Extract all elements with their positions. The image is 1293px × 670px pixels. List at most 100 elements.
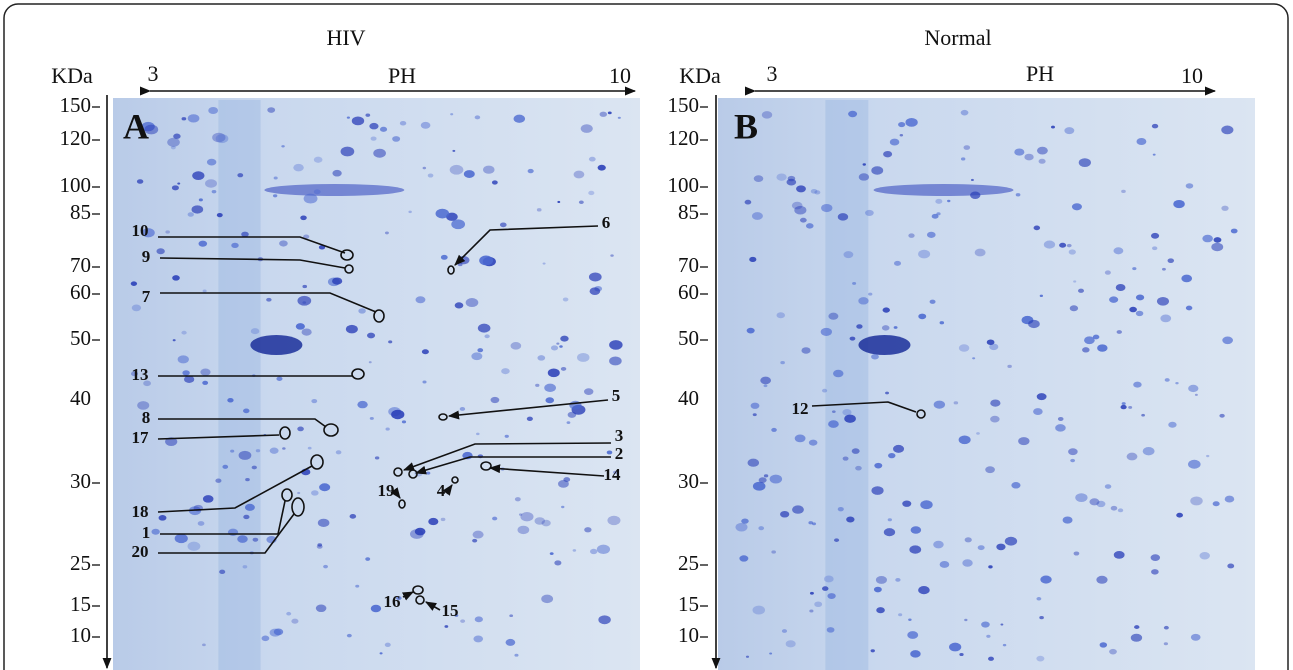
protein-spot: [130, 281, 138, 286]
protein-spot: [990, 399, 1001, 407]
mw-label: 25: [678, 551, 699, 575]
protein-spot: [452, 149, 456, 152]
protein-spot: [960, 157, 966, 161]
protein-spot: [873, 586, 882, 593]
protein-spot: [167, 137, 180, 147]
protein-spot: [598, 615, 611, 625]
protein-spot: [871, 166, 884, 175]
protein-spot: [428, 517, 439, 526]
annotations-a: 10 9 7 13 8 17 18 1 20 6 5 3 2 14 19 4 1…: [132, 213, 624, 620]
protein-spot: [584, 388, 594, 395]
spot-label: 2: [615, 444, 624, 463]
protein-spot: [315, 604, 327, 613]
protein-spot: [1151, 123, 1159, 129]
protein-spot: [244, 503, 255, 511]
protein-spot: [744, 199, 752, 205]
protein-spot: [739, 555, 749, 562]
protein-spot: [1152, 246, 1158, 251]
protein-spot: [827, 593, 836, 600]
protein-spot: [883, 528, 896, 537]
protein-spot: [858, 297, 869, 305]
protein-spot: [1014, 148, 1025, 156]
protein-spot: [958, 435, 971, 445]
protein-spot: [1036, 655, 1045, 662]
protein-spot: [222, 464, 229, 469]
mw-label: 30: [70, 469, 91, 493]
protein-spot: [758, 477, 767, 483]
protein-spot: [1163, 625, 1169, 630]
protein-spot: [483, 165, 495, 174]
spot-label: 7: [142, 287, 151, 306]
protein-spot: [1068, 448, 1078, 456]
protein-spot: [745, 655, 750, 658]
protein-spot: [1167, 258, 1175, 264]
spot-label: 9: [142, 247, 151, 266]
protein-spot: [918, 313, 927, 320]
protein-spot: [136, 179, 144, 184]
protein-spot: [250, 328, 260, 335]
protein-spot: [1078, 158, 1091, 167]
protein-spot: [514, 497, 521, 502]
protein-spot: [599, 111, 608, 117]
gel-b: [718, 98, 1255, 670]
protein-spot: [1222, 336, 1233, 345]
protein-spot: [1039, 616, 1044, 620]
protein-spot: [909, 545, 922, 554]
protein-spot: [510, 342, 522, 350]
protein-spot: [505, 638, 516, 646]
protein-spot: [317, 518, 330, 527]
protein-spot: [843, 251, 854, 259]
protein-spot: [460, 619, 466, 623]
protein-spot: [1199, 552, 1210, 560]
protein-spot: [887, 518, 892, 522]
protein-spot: [237, 535, 248, 543]
protein-spot: [143, 380, 151, 387]
protein-spot: [415, 296, 426, 304]
band: [873, 184, 1014, 196]
protein-spot: [893, 326, 898, 329]
protein-spot: [238, 450, 252, 460]
protein-spot: [597, 164, 606, 171]
protein-spot: [1070, 458, 1076, 463]
protein-spot: [200, 368, 211, 376]
protein-spot: [202, 495, 214, 503]
protein-spot: [1150, 554, 1161, 561]
protein-spot: [554, 560, 562, 566]
protein-spot: [1115, 284, 1126, 291]
protein-spot: [1036, 597, 1042, 601]
protein-spot: [976, 432, 980, 435]
protein-spot: [609, 340, 623, 350]
protein-spot: [607, 111, 612, 115]
protein-spot: [227, 397, 234, 403]
mw-label: 70: [70, 253, 91, 277]
protein-spot: [293, 163, 304, 172]
protein-spot: [1073, 551, 1080, 556]
protein-spot: [450, 113, 454, 116]
protein-spot: [862, 163, 866, 166]
protein-spot: [1075, 493, 1088, 502]
protein-spot: [1073, 280, 1077, 283]
protein-spot: [491, 180, 498, 185]
mw-label: 70: [678, 253, 699, 277]
protein-spot: [408, 210, 412, 214]
protein-spot: [1156, 296, 1170, 306]
protein-spot: [534, 517, 546, 525]
protein-spot: [822, 586, 829, 591]
protein-spot: [844, 414, 856, 423]
protein-spot: [970, 191, 981, 199]
protein-spot: [311, 490, 319, 496]
mw-label: 60: [70, 280, 91, 304]
protein-spot: [1141, 413, 1145, 417]
protein-spot: [1018, 437, 1030, 446]
protein-spot: [1168, 421, 1177, 428]
protein-spot: [761, 111, 773, 119]
protein-spot: [269, 447, 279, 454]
protein-spot: [780, 360, 785, 365]
protein-spot: [1221, 205, 1229, 211]
streak: [218, 100, 261, 670]
protein-spot: [1033, 225, 1041, 231]
protein-spot: [165, 437, 178, 447]
protein-spot: [286, 611, 292, 616]
protein-spot: [435, 208, 450, 219]
protein-spot: [332, 277, 343, 285]
